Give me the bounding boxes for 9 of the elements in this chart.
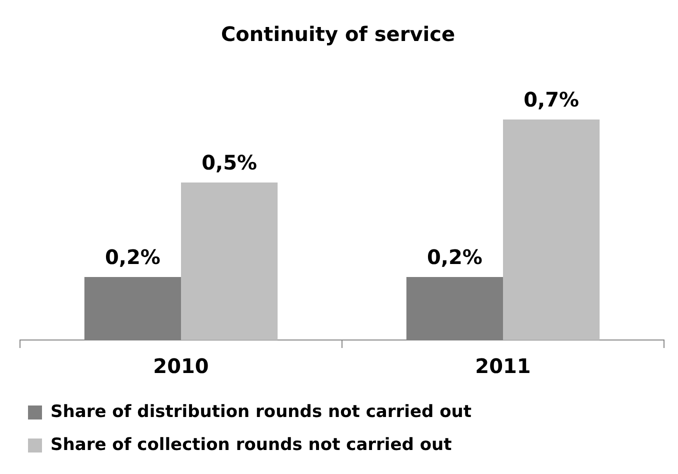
x-tick-label: 2011 <box>475 354 531 378</box>
chart-title: Continuity of service <box>220 22 456 46</box>
data-label: 0,7% <box>524 88 580 112</box>
data-label: 0,2% <box>426 245 482 270</box>
x-tick-label: 2010 <box>153 354 209 378</box>
legend-label: Share of collection rounds not carried out <box>50 434 452 455</box>
data-label: 0,2% <box>104 245 160 270</box>
data-label: 0,5% <box>202 150 258 175</box>
legend-label: Share of distribution rounds not carried out <box>50 402 472 422</box>
